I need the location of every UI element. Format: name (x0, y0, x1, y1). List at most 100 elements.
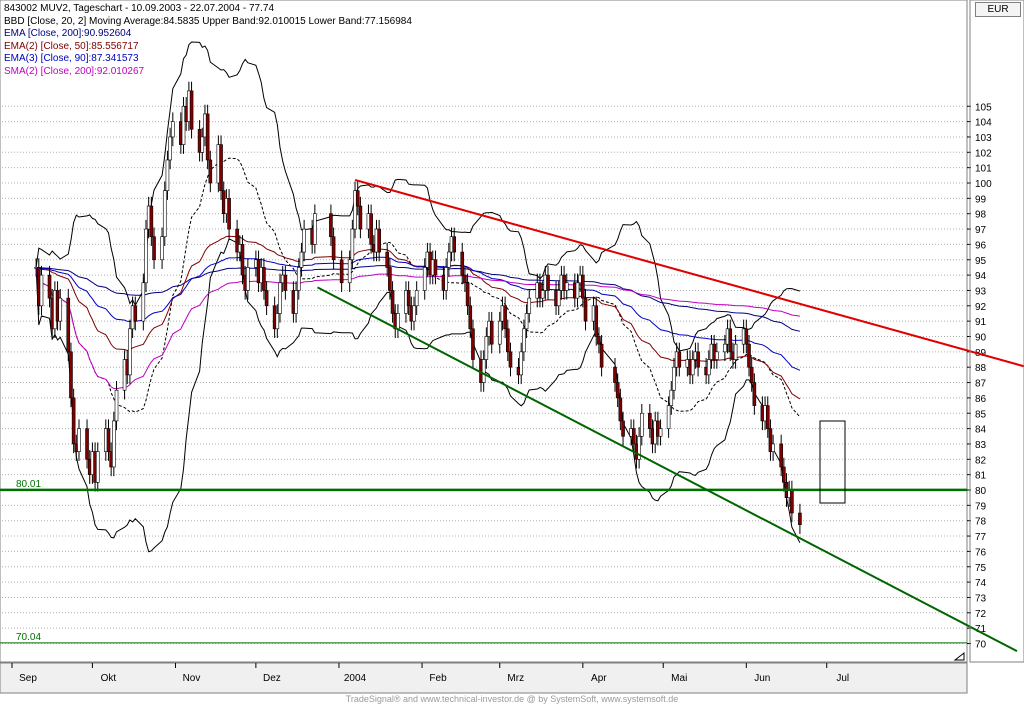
candle-body (744, 328, 749, 345)
candle-body (171, 121, 175, 138)
candle-body (505, 328, 510, 353)
candle-body (581, 274, 585, 299)
candle-body (168, 136, 172, 161)
candle-body (508, 351, 513, 368)
candle-body (583, 297, 588, 322)
y-tick-label: 92 (975, 302, 987, 313)
candle-body (205, 113, 210, 161)
resistance-trendline (354, 178, 1024, 368)
y-tick-label: 74 (975, 578, 987, 589)
candle-body (422, 267, 427, 291)
legend-lines: BBD [Close, 20, 2] Moving Average:84.583… (4, 16, 412, 79)
candle-body (390, 290, 395, 314)
y-tick-label: 88 (975, 363, 987, 374)
y-tick-label: 78 (975, 517, 987, 528)
candle-body (779, 443, 783, 468)
x-tick-label: Feb (429, 673, 447, 684)
currency-label: EUR (975, 2, 1021, 17)
candle-body (208, 159, 213, 184)
candle-body (278, 282, 282, 314)
candle-body (768, 428, 773, 452)
candle-body (412, 305, 416, 322)
candle-body (771, 443, 775, 452)
candle-body (677, 351, 682, 368)
y-tick-label: 82 (975, 455, 987, 466)
candle-body (200, 136, 205, 153)
candle-body (452, 236, 457, 253)
y-tick-label: 83 (975, 440, 987, 451)
y-tick-label: 95 (975, 256, 987, 267)
y-tick-label: 77 (975, 532, 987, 543)
candle-body (599, 343, 604, 368)
horizontal-levels: 80.01 70.04 (0, 479, 967, 644)
candle-body (406, 290, 411, 307)
candle-body (133, 305, 138, 322)
y-tick-label: 99 (975, 194, 987, 205)
candle-body (648, 412, 652, 429)
bb-middle-line (35, 157, 801, 418)
candle-body (489, 320, 494, 345)
support-trendline (317, 286, 1018, 653)
candle-body (275, 313, 280, 330)
x-tick-label: 2004 (344, 673, 367, 684)
y-tick-label: 93 (975, 286, 987, 297)
candle-body (331, 236, 336, 261)
trendlines (317, 178, 1024, 653)
candle-body (540, 290, 545, 299)
candle-body (283, 274, 288, 291)
resize-handle-icon[interactable] (953, 651, 965, 661)
y-tick-label: 94 (975, 271, 987, 282)
candle-body (264, 290, 269, 307)
y-tick-label: 98 (975, 210, 987, 221)
candle-body (575, 282, 580, 299)
y-tick-label: 85 (975, 409, 987, 420)
legend-entry: BBD [Close, 20, 2] Moving Average:84.583… (4, 15, 412, 27)
candle-body (733, 343, 738, 360)
y-tick-label: 87 (975, 379, 987, 390)
x-tick-label: Mrz (507, 673, 524, 684)
y-tick-label: 86 (975, 394, 987, 405)
x-tick-label: Jul (836, 673, 849, 684)
x-tick-label: Apr (591, 673, 607, 684)
candle-body (299, 251, 304, 268)
x-axis: Sep Okt Nov Dez 2004 Feb Mrz Apr Mai Jun Jul (11, 663, 849, 684)
candle-body (296, 267, 301, 291)
candle-body (112, 420, 116, 468)
candle-body (181, 105, 186, 145)
y-tick-label: 90 (975, 333, 987, 344)
y-tick-label: 80 (975, 486, 987, 497)
candle-body (414, 290, 419, 307)
candle-body (377, 228, 381, 253)
candle-body (385, 251, 390, 268)
candlestick-series (34, 81, 802, 534)
y-axis-panel (969, 0, 1024, 663)
candle-body (58, 297, 63, 322)
candle-body (618, 397, 623, 422)
candle-body (637, 435, 641, 460)
y-axis: 7071727374757677787980818283848586878889… (967, 102, 992, 651)
candle-body (444, 267, 448, 291)
candle-body (227, 198, 231, 230)
candle-body (749, 366, 754, 383)
x-tick-label: Sep (19, 673, 37, 684)
y-tick-label: 73 (975, 593, 987, 604)
candle-body (782, 466, 786, 483)
candle-body (313, 213, 317, 245)
candle-body (503, 305, 507, 330)
y-tick-label: 70 (975, 640, 987, 651)
y-tick-label: 102 (975, 148, 992, 159)
level-label: 80.01 (16, 479, 41, 490)
candle-body (189, 90, 194, 130)
y-tick-label: 100 (975, 179, 992, 190)
y-tick-label: 103 (975, 133, 992, 144)
candle-body (160, 236, 164, 261)
candle-body (77, 428, 81, 452)
candle-body (594, 305, 599, 337)
candle-body (294, 290, 298, 314)
candle-body (527, 297, 532, 314)
candle-body (447, 251, 451, 268)
legend-entry: EMA(2) [Close, 50]:85.556717 (4, 40, 139, 52)
highlight-box (819, 420, 846, 504)
candle-body (246, 267, 250, 291)
candle-body (358, 205, 363, 230)
